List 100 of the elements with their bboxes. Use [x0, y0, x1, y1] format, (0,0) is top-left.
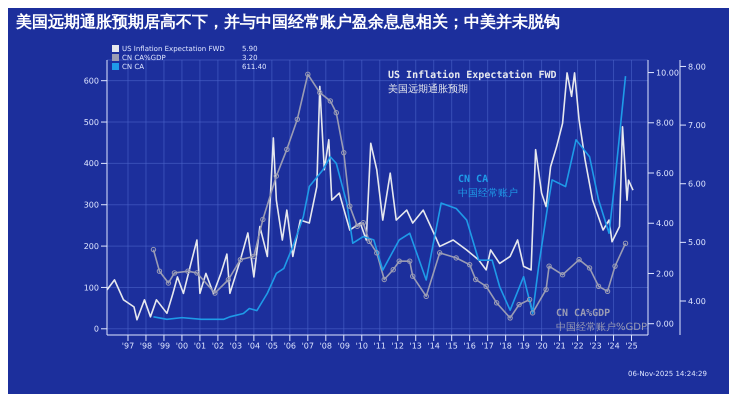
x-tick-label: '09: [338, 342, 350, 351]
point: [284, 146, 290, 152]
text: CN CA: [458, 174, 488, 185]
y3-tick-label: 5.00: [688, 238, 706, 248]
point: [382, 276, 387, 282]
x-tick-label: '11: [374, 342, 386, 351]
point: [543, 286, 549, 292]
x-tick-label: '22: [571, 342, 584, 351]
point: [156, 268, 162, 274]
y-tick-label: 0: [94, 324, 99, 334]
y2-tick-label: 0.00: [656, 320, 674, 329]
point: [212, 290, 218, 296]
x-tick-label: '98: [140, 342, 152, 351]
x-tick-label: '08: [320, 342, 332, 351]
x-tick-label: '14: [428, 342, 440, 351]
point: [150, 246, 156, 252]
point: [576, 256, 582, 262]
point: [604, 288, 610, 294]
point: [194, 270, 200, 276]
point: [596, 284, 602, 289]
point: [334, 110, 339, 116]
y2-tick-label: 10.00: [656, 68, 679, 78]
text: CN CA%GDP: [556, 308, 610, 319]
point: [526, 296, 532, 302]
point: [612, 263, 618, 269]
point: [390, 267, 396, 272]
point: [424, 294, 429, 300]
annotation: 中国经常账户%GDP: [556, 320, 647, 334]
point: [274, 173, 280, 179]
point: [185, 268, 191, 274]
y-tick-label: 100: [84, 283, 99, 292]
x-tick-label: '19: [517, 342, 530, 351]
y2-tick-label: 2.00: [656, 269, 674, 278]
point: [546, 263, 552, 269]
x-tick-label: '16: [463, 342, 476, 351]
x-tick-label: '07: [302, 342, 314, 351]
y2-tick-label: 6.00: [656, 168, 674, 178]
x-tick-label: '04: [248, 342, 260, 351]
x-tick-label: '03: [230, 342, 242, 351]
y3-tick-label: 8.00: [688, 62, 706, 72]
point: [328, 98, 333, 104]
point: [472, 276, 478, 282]
y-tick-label: 300: [84, 200, 99, 210]
chart-title: 美国远期通胀预期居高不下，并与中国经常账户盈余息息相关；中美并未脱钩: [16, 12, 560, 33]
point: [586, 265, 592, 271]
point: [436, 250, 442, 256]
x-tick-label: '02: [212, 342, 224, 351]
y2-tick-label: 4.00: [656, 219, 674, 228]
y-tick-label: 400: [84, 159, 99, 168]
annotation: 中国经常账户: [458, 186, 518, 200]
y2-tick-label: 8.00: [656, 118, 674, 128]
point: [238, 256, 244, 262]
annotation: 美国远期通胀预期: [388, 82, 468, 96]
x-tick-label: '24: [607, 342, 620, 351]
x-tick-label: '15: [445, 342, 458, 351]
x-tick-label: '12: [392, 342, 404, 351]
point: [260, 216, 266, 222]
point: [360, 220, 366, 226]
point: [354, 224, 360, 229]
y3-tick-label: 7.00: [688, 120, 706, 130]
x-tick-label: '23: [589, 342, 602, 351]
point: [172, 270, 178, 276]
point: [530, 310, 536, 316]
point: [251, 254, 257, 260]
y3-tick-label: 4.00: [688, 296, 706, 306]
x-tick-label: '18: [499, 342, 512, 351]
point: [305, 72, 311, 78]
x-tick-label: '06: [284, 342, 296, 351]
x-tick-label: '10: [356, 342, 368, 351]
point: [453, 255, 459, 261]
point: [410, 274, 416, 279]
x-tick-label: '17: [481, 342, 494, 351]
y-tick-label: 200: [84, 242, 99, 251]
x-tick-label: '20: [535, 342, 548, 351]
point: [466, 262, 472, 268]
point: [341, 150, 346, 156]
x-tick-label: '97: [122, 342, 134, 351]
point: [507, 315, 513, 321]
x-tick-label: '25: [625, 342, 638, 351]
point: [516, 302, 522, 308]
point: [407, 258, 412, 264]
y3-tick-label: 6.00: [688, 180, 706, 189]
point: [396, 258, 402, 264]
x-tick-label: '21: [553, 342, 566, 351]
point: [374, 250, 380, 256]
point: [166, 280, 172, 286]
point: [226, 277, 232, 282]
text: US Inflation Expectation FWD: [388, 70, 557, 81]
point: [347, 203, 352, 209]
x-tick-label: '99: [158, 342, 170, 351]
point: [317, 90, 323, 96]
y-tick-label: 500: [84, 118, 99, 127]
x-tick-label: '01: [194, 342, 206, 351]
point: [560, 272, 566, 278]
x-tick-label: '00: [176, 342, 188, 351]
point: [622, 240, 628, 246]
point: [366, 238, 372, 244]
point: [494, 300, 500, 306]
x-tick-label: '05: [266, 342, 278, 351]
y-tick-label: 600: [84, 76, 99, 86]
